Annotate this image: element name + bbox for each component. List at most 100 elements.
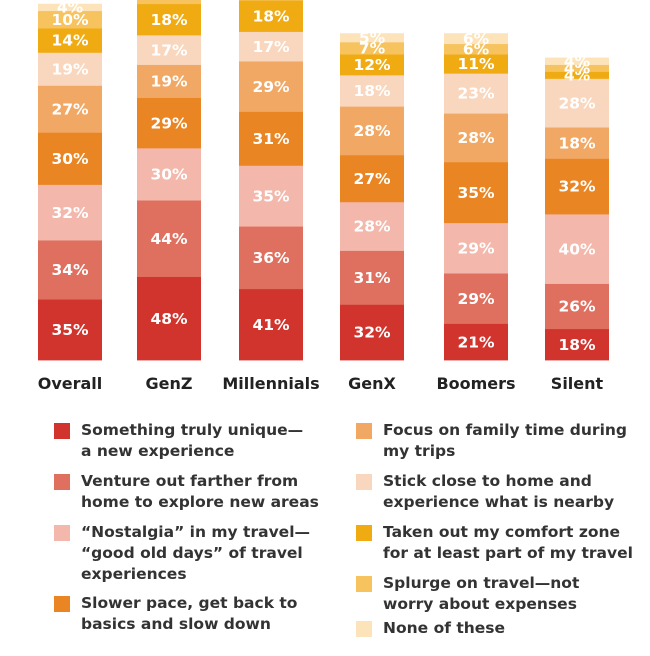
bar-segment-millennials-0 — [239, 288, 303, 361]
bar-segment-silent-5 — [545, 78, 609, 128]
data-label: 34% — [51, 261, 89, 279]
bar-segment-overall-0 — [38, 299, 102, 361]
legend-label: None of these — [383, 619, 506, 637]
bar-segment-boomers-1 — [444, 273, 508, 324]
data-label: 4% — [564, 53, 591, 71]
data-label: 17% — [252, 38, 290, 56]
bar-segment-genx-5 — [340, 74, 404, 107]
data-label: 4% — [57, 0, 84, 17]
bar-segment-genx-0 — [340, 304, 404, 361]
data-label: 14% — [51, 32, 89, 50]
legend-label: “Nostalgia” in my travel— “good old days… — [81, 523, 311, 583]
bar-segment-genz-7 — [137, 0, 201, 5]
data-label: 19% — [150, 73, 188, 91]
data-label: 30% — [51, 150, 89, 168]
category-label-overall: Overall — [38, 374, 103, 393]
bar-segment-millennials-1 — [239, 226, 303, 290]
legend-item: Taken out my comfort zone for at least p… — [356, 522, 633, 564]
data-label: 10% — [51, 11, 89, 29]
data-label: 18% — [558, 336, 596, 354]
data-label: 41% — [252, 316, 290, 334]
bar-segment-overall-7 — [38, 10, 102, 29]
bar-segment-boomers-0 — [444, 323, 508, 361]
data-label: 28% — [353, 218, 391, 236]
legend-item: Slower pace, get back to basics and slow… — [54, 593, 297, 635]
data-label: 31% — [252, 130, 290, 148]
data-label: 6% — [463, 40, 490, 58]
bar-segment-genz-4 — [137, 64, 201, 98]
bar-segment-millennials-7 — [239, 0, 303, 1]
legend-item: Something truly unique— a new experience — [54, 420, 303, 462]
legend-item: None of these — [356, 618, 505, 639]
bar-segment-genx-7 — [340, 41, 404, 55]
data-label: 12% — [353, 56, 391, 74]
data-label: 36% — [252, 249, 290, 267]
bar-segment-genz-6 — [137, 3, 201, 36]
category-label-genz: GenZ — [146, 374, 193, 393]
bar-segment-genz-1 — [137, 200, 201, 277]
legend-label: Focus on family time during my trips — [383, 421, 628, 460]
bar-segment-millennials-6 — [239, 0, 303, 32]
legend-swatch — [54, 423, 70, 439]
data-label: 44% — [150, 230, 188, 248]
bar-segment-overall-4 — [38, 85, 102, 133]
bar-segment-silent-7 — [545, 64, 609, 72]
bar-segment-boomers-5 — [444, 73, 508, 114]
data-label: 35% — [252, 187, 290, 205]
bar-segment-boomers-2 — [444, 222, 508, 274]
bar-segment-boomers-7 — [444, 43, 508, 55]
bar-segment-genx-8 — [340, 33, 404, 43]
data-label: 23% — [457, 85, 495, 103]
data-label: 17% — [150, 41, 188, 59]
bar-segment-overall-3 — [38, 132, 102, 185]
bar-segment-silent-3 — [545, 158, 609, 215]
data-label: 32% — [558, 178, 596, 196]
legend-swatch — [356, 525, 372, 541]
bar-segment-genz-0 — [137, 276, 201, 361]
legend-item: Stick close to home and experience what … — [356, 471, 614, 513]
bar-segment-millennials-5 — [239, 31, 303, 62]
data-label: 40% — [558, 240, 596, 258]
legend-item: Venture out farther from home to explore… — [54, 471, 319, 513]
legend-swatch — [54, 474, 70, 490]
legend-label: Splurge on travel—not worry about expens… — [383, 574, 580, 613]
data-label: 14% — [150, 0, 188, 1]
category-label-genx: GenX — [348, 374, 396, 393]
bar-segment-boomers-4 — [444, 113, 508, 163]
category-label-silent: Silent — [551, 374, 604, 393]
bar-segment-silent-8 — [545, 57, 609, 65]
legend-swatch — [356, 474, 372, 490]
data-label: 18% — [558, 134, 596, 152]
data-label: 19% — [51, 60, 89, 78]
data-label: 5% — [359, 29, 386, 47]
bar-segment-overall-2 — [38, 184, 102, 241]
data-label: 29% — [457, 239, 495, 257]
data-label: 18% — [150, 11, 188, 29]
legend-swatch — [54, 525, 70, 541]
bar-segment-millennials-2 — [239, 165, 303, 227]
legend-swatch — [54, 596, 70, 612]
bar-segment-boomers-8 — [444, 33, 508, 45]
data-label: 48% — [150, 310, 188, 328]
bar-segment-overall-1 — [38, 240, 102, 300]
bar-segment-boomers-3 — [444, 161, 508, 224]
legend-label: Something truly unique— a new experience — [81, 421, 304, 460]
bar-segment-silent-6 — [545, 71, 609, 79]
bar-segment-silent-0 — [545, 328, 609, 361]
category-label-boomers: Boomers — [436, 374, 515, 393]
bar-segment-genx-1 — [340, 250, 404, 305]
data-label: 28% — [558, 94, 596, 112]
data-label: 6% — [463, 30, 490, 48]
data-label: 32% — [51, 204, 89, 222]
data-label: 21% — [457, 333, 495, 351]
bar-segment-overall-6 — [38, 28, 102, 53]
legend-swatch — [356, 423, 372, 439]
bar-segment-genx-2 — [340, 201, 404, 251]
legend-label: Stick close to home and experience what … — [383, 472, 615, 511]
legend-swatch — [356, 576, 372, 592]
legend-item: Splurge on travel—not worry about expens… — [356, 573, 579, 615]
bar-segment-silent-1 — [545, 283, 609, 330]
bar-segment-genz-2 — [137, 147, 201, 201]
data-label: 29% — [252, 78, 290, 96]
data-label: 30% — [150, 166, 188, 184]
